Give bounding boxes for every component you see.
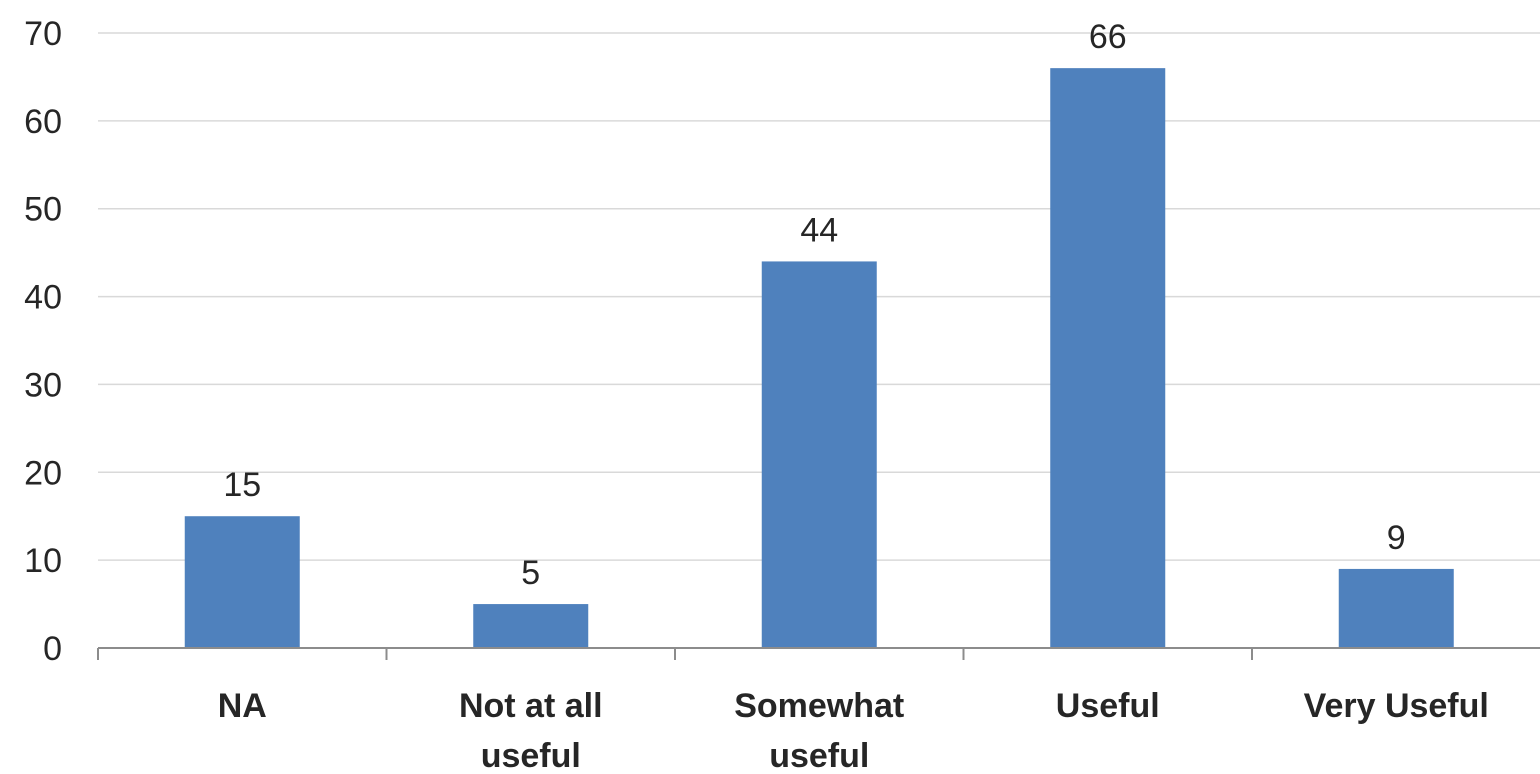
y-tick-label-20: 20 [24,454,62,492]
y-tick-label-50: 50 [24,191,62,229]
x-tick-label-2-line-1: useful [769,737,869,774]
y-tick-label-70: 70 [24,15,62,53]
y-tick-label-0: 0 [43,630,62,668]
data-labels: 15 5 44 66 9 [223,18,1405,592]
x-tick-label-1-line-1: useful [481,737,581,774]
x-tick-label-4-line-0: Very Useful [1304,687,1489,725]
bar-2 [761,261,877,648]
y-axis-tick-labels: 0 10 20 30 40 50 60 70 [24,15,62,668]
y-tick-label-40: 40 [24,279,62,317]
x-axis [97,647,1540,660]
data-label-1: 5 [521,554,540,592]
y-tick-label-10: 10 [24,542,62,580]
y-tick-label-60: 60 [24,103,62,141]
data-label-2: 44 [800,211,838,249]
bar-4 [1338,568,1454,648]
bar-1 [473,604,589,648]
x-tick-label-3-line-0: Useful [1056,687,1160,725]
bar-3 [1050,68,1166,648]
data-label-0: 15 [223,466,261,504]
data-label-4: 9 [1387,519,1406,557]
y-tick-label-30: 30 [24,366,62,404]
bar-0 [184,516,300,648]
x-tick-label-0-line-0: NA [218,687,267,725]
bars [184,68,1454,648]
data-label-3: 66 [1089,18,1127,56]
x-axis-tick-labels: NA Not at all useful Somewhat useful Useful Ve… [218,687,1489,774]
x-tick-label-2-line-0: Somewhat [734,687,904,725]
x-tick-label-1-line-0: Not at all [459,687,603,725]
